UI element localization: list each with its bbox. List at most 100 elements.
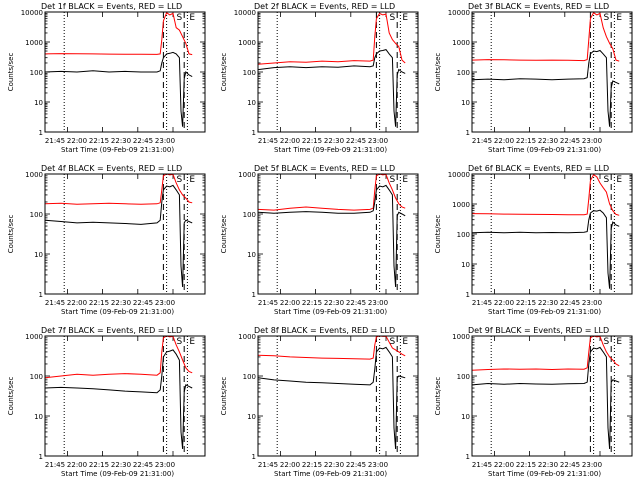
y-tick-label: 10 xyxy=(461,413,470,421)
x-tick-label: 22:00 xyxy=(67,299,87,307)
y-tick-label: 1000 xyxy=(25,39,43,47)
event-marker-label: S xyxy=(177,337,183,347)
x-axis-label: Start Time (09-Feb-09 21:31:00) xyxy=(61,470,174,478)
events-series-line xyxy=(258,184,406,288)
y-tick-label: 10000 xyxy=(21,9,43,17)
plot-frame xyxy=(44,335,206,457)
x-axis-label: Start Time (09-Feb-09 21:31:00) xyxy=(274,146,387,154)
x-tick-label: 22:45 xyxy=(133,299,153,307)
y-axis-label: Counts/sec xyxy=(220,377,228,416)
x-tick-label: 22:00 xyxy=(67,461,87,469)
y-tick-label: 1000 xyxy=(452,39,470,47)
plot-frame xyxy=(471,11,633,133)
x-tick-label: 22:30 xyxy=(538,137,558,145)
y-tick-label: 10 xyxy=(247,251,256,259)
x-tick-label: 21:45 xyxy=(472,299,492,307)
x-tick-label: 23:00 xyxy=(582,137,602,145)
detector-panel: Det 9f BLACK = Events, RED = LLD Counts/s… xyxy=(434,326,633,478)
y-tick-label: 1 xyxy=(252,291,256,299)
plot-frame xyxy=(471,335,633,457)
x-tick-label: 21:45 xyxy=(45,137,65,145)
x-tick-label: 21:45 xyxy=(472,137,492,145)
lld-series-line xyxy=(45,12,193,56)
y-axis-label: Counts/sec xyxy=(220,215,228,254)
event-marker-label: S xyxy=(604,175,610,185)
y-tick-label: 1 xyxy=(39,129,43,137)
lld-series-line xyxy=(472,336,620,371)
x-tick-label: 22:00 xyxy=(494,299,514,307)
event-marker-label: E xyxy=(189,337,195,347)
x-tick-label: 23:00 xyxy=(368,461,388,469)
events-series-line xyxy=(472,209,620,289)
y-tick-label: 1 xyxy=(466,453,470,461)
x-axis-label: Start Time (09-Feb-09 21:31:00) xyxy=(488,470,601,478)
x-tick-label: 23:00 xyxy=(155,299,175,307)
x-tick-label: 22:00 xyxy=(280,137,300,145)
y-tick-label: 1 xyxy=(466,129,470,137)
y-tick-label: 10 xyxy=(247,413,256,421)
panel-title: Det 5f BLACK = Events, RED = LLD xyxy=(254,164,395,173)
events-series-line xyxy=(45,349,193,450)
x-tick-label: 22:45 xyxy=(560,137,580,145)
x-tick-label: 22:15 xyxy=(302,461,322,469)
y-tick-label: 1 xyxy=(39,291,43,299)
y-tick-label: 1 xyxy=(252,453,256,461)
plot-frame xyxy=(471,173,633,295)
y-tick-label: 1000 xyxy=(25,171,43,179)
y-tick-label: 10 xyxy=(34,251,43,259)
event-marker-label: E xyxy=(616,175,622,185)
plot-frame xyxy=(44,173,206,295)
y-tick-label: 1000 xyxy=(238,333,256,341)
x-tick-label: 22:15 xyxy=(516,299,536,307)
x-tick-label: 23:00 xyxy=(155,461,175,469)
x-axis-label: Start Time (09-Feb-09 21:31:00) xyxy=(274,470,387,478)
x-tick-label: 22:00 xyxy=(67,137,87,145)
y-tick-label: 100 xyxy=(457,231,470,239)
x-tick-label: 23:00 xyxy=(368,137,388,145)
x-tick-label: 23:00 xyxy=(155,137,175,145)
y-tick-label: 100 xyxy=(30,373,43,381)
panel-title: Det 4f BLACK = Events, RED = LLD xyxy=(41,164,182,173)
y-axis-label: Counts/sec xyxy=(220,53,228,92)
event-marker-label: E xyxy=(402,13,408,23)
x-tick-label: 22:45 xyxy=(560,461,580,469)
y-tick-label: 1000 xyxy=(238,39,256,47)
x-tick-label: 22:00 xyxy=(280,461,300,469)
plot-frame xyxy=(257,335,419,457)
events-series-line xyxy=(45,51,193,127)
x-tick-label: 22:30 xyxy=(111,461,131,469)
detector-panel: Det 3f BLACK = Events, RED = LLD Counts/s… xyxy=(434,2,633,154)
events-series-line xyxy=(258,346,406,450)
panel-title: Det 6f BLACK = Events, RED = LLD xyxy=(468,164,609,173)
x-tick-label: 22:15 xyxy=(89,137,109,145)
y-tick-label: 10000 xyxy=(448,9,470,17)
detector-panel: Det 5f BLACK = Events, RED = LLD Counts/s… xyxy=(220,164,419,316)
x-tick-label: 22:15 xyxy=(516,137,536,145)
x-tick-label: 22:15 xyxy=(89,461,109,469)
y-tick-label: 10 xyxy=(34,413,43,421)
x-tick-label: 22:30 xyxy=(111,299,131,307)
detector-panel: Det 4f BLACK = Events, RED = LLD Counts/s… xyxy=(7,164,206,316)
events-series-line xyxy=(258,49,406,127)
y-axis-label: Counts/sec xyxy=(7,377,15,416)
y-tick-label: 100 xyxy=(30,69,43,77)
x-tick-label: 22:15 xyxy=(302,137,322,145)
y-tick-label: 10 xyxy=(34,99,43,107)
x-tick-label: 22:30 xyxy=(324,461,344,469)
y-tick-label: 100 xyxy=(30,211,43,219)
event-marker-label: E xyxy=(189,13,195,23)
x-tick-label: 22:30 xyxy=(538,299,558,307)
lld-series-line xyxy=(258,12,406,65)
y-axis-label: Counts/sec xyxy=(7,215,15,254)
lld-series-line xyxy=(45,336,193,379)
x-tick-label: 22:15 xyxy=(516,461,536,469)
y-tick-label: 10000 xyxy=(448,171,470,179)
event-marker-label: E xyxy=(616,13,622,23)
panel-title: Det 9f BLACK = Events, RED = LLD xyxy=(468,326,609,335)
event-marker-label: S xyxy=(390,175,396,185)
y-tick-label: 10 xyxy=(461,99,470,107)
x-tick-label: 22:15 xyxy=(89,299,109,307)
y-axis-label: Counts/sec xyxy=(434,215,442,254)
detector-panel: Det 2f BLACK = Events, RED = LLD Counts/s… xyxy=(220,2,419,154)
x-tick-label: 22:45 xyxy=(346,461,366,469)
